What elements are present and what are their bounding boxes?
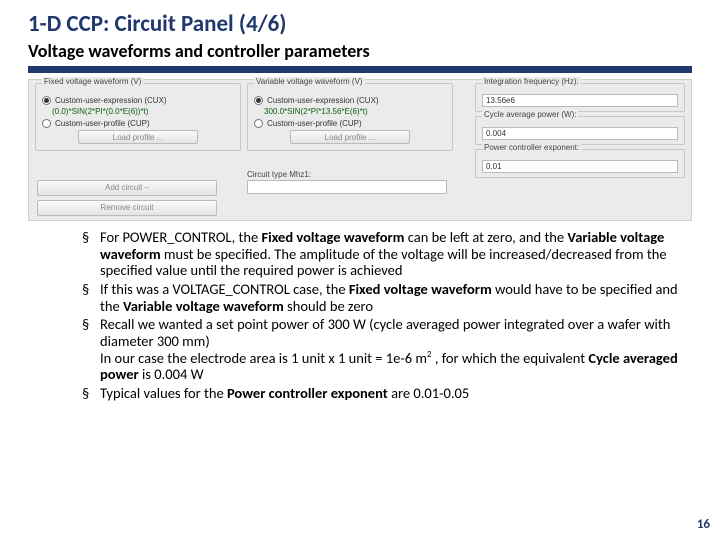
variable-load-profile-button[interactable]: Load profile ... [290,130,410,144]
radio-icon [42,96,51,105]
text: are 0.01-0.05 [388,384,469,402]
text: is 0.004 W [139,365,204,383]
variable-cux-radio[interactable]: Custom-user-expression (CUX) [254,96,446,105]
text: must be specified. The amplitude of the … [100,245,667,280]
fixed-load-profile-button[interactable]: Load profile ... [78,130,198,144]
fixed-cup-radio[interactable]: Custom-user-profile (CUP) [42,119,234,128]
text: can be left at zero, and the [404,228,567,246]
radio-icon [254,119,263,128]
variable-cup-label: Custom-user-profile (CUP) [267,119,362,128]
text: Power controller exponent [227,384,388,402]
radio-icon [254,96,263,105]
circuit-panel: Fixed voltage waveform (V) Custom-user-e… [28,79,692,221]
text: Fixed voltage waveform [262,228,405,246]
title-divider [28,66,692,73]
circuit-type-input[interactable] [247,180,447,194]
text: Typical values for the [100,384,227,402]
fixed-cup-label: Custom-user-profile (CUP) [55,119,150,128]
freq-input[interactable]: 13.56e6 [482,94,678,107]
text: For POWER_CONTROL, the [100,228,262,246]
power-label: Cycle average power (W): [482,110,578,119]
fixed-cux-label: Custom-user-expression (CUX) [55,96,167,105]
circuit-type-label: Circuit type Mhz1: [247,170,447,179]
fixed-expression: (0.0)*SIN(2*PI*(0.0*E(6))*t) [52,107,234,116]
text: should be zero [284,297,373,315]
text: If this was a VOLTAGE_CONTROL case, the [100,280,349,298]
notes-list: For POWER_CONTROL, the Fixed voltage wav… [42,229,682,402]
page-title: 1-D CCP: Circuit Panel (4/6) [28,10,692,38]
fixed-group-label: Fixed voltage waveform (V) [42,77,143,86]
exponent-label: Power controller exponent: [482,143,581,152]
page-number: 16 [697,517,710,532]
list-item: Recall we wanted a set point power of 30… [82,316,682,383]
text: Variable voltage waveform [123,297,284,315]
text: , for which the equivalent [432,349,589,367]
remove-circuit-button[interactable]: Remove circuit [37,200,217,216]
text: Recall we wanted a set point power of 30… [100,315,670,350]
text: Fixed voltage waveform [349,280,492,298]
variable-expression: 300.0*SIN(2*PI*13.56*E(6)*t) [264,107,446,116]
radio-icon [42,119,51,128]
exponent-input[interactable]: 0.01 [482,160,678,173]
fixed-waveform-group: Fixed voltage waveform (V) Custom-user-e… [35,83,241,155]
power-input[interactable]: 0.004 [482,127,678,140]
variable-group-label: Variable voltage waveform (V) [254,77,365,86]
add-circuit-button[interactable]: Add circuit – [37,180,217,196]
page-subtitle: Voltage waveforms and controller paramet… [28,40,692,62]
list-item: For POWER_CONTROL, the Fixed voltage wav… [82,229,682,279]
variable-waveform-group: Variable voltage waveform (V) Custom-use… [247,83,453,155]
side-params: Integration frequency (Hz): 13.56e6 Cycl… [475,83,685,182]
variable-cux-label: Custom-user-expression (CUX) [267,96,379,105]
variable-cup-radio[interactable]: Custom-user-profile (CUP) [254,119,446,128]
fixed-cux-radio[interactable]: Custom-user-expression (CUX) [42,96,234,105]
freq-label: Integration frequency (Hz): [482,77,581,86]
text: In our case the electrode area is 1 unit… [100,349,427,367]
list-item: If this was a VOLTAGE_CONTROL case, the … [82,281,682,314]
list-item: Typical values for the Power controller … [82,385,682,402]
